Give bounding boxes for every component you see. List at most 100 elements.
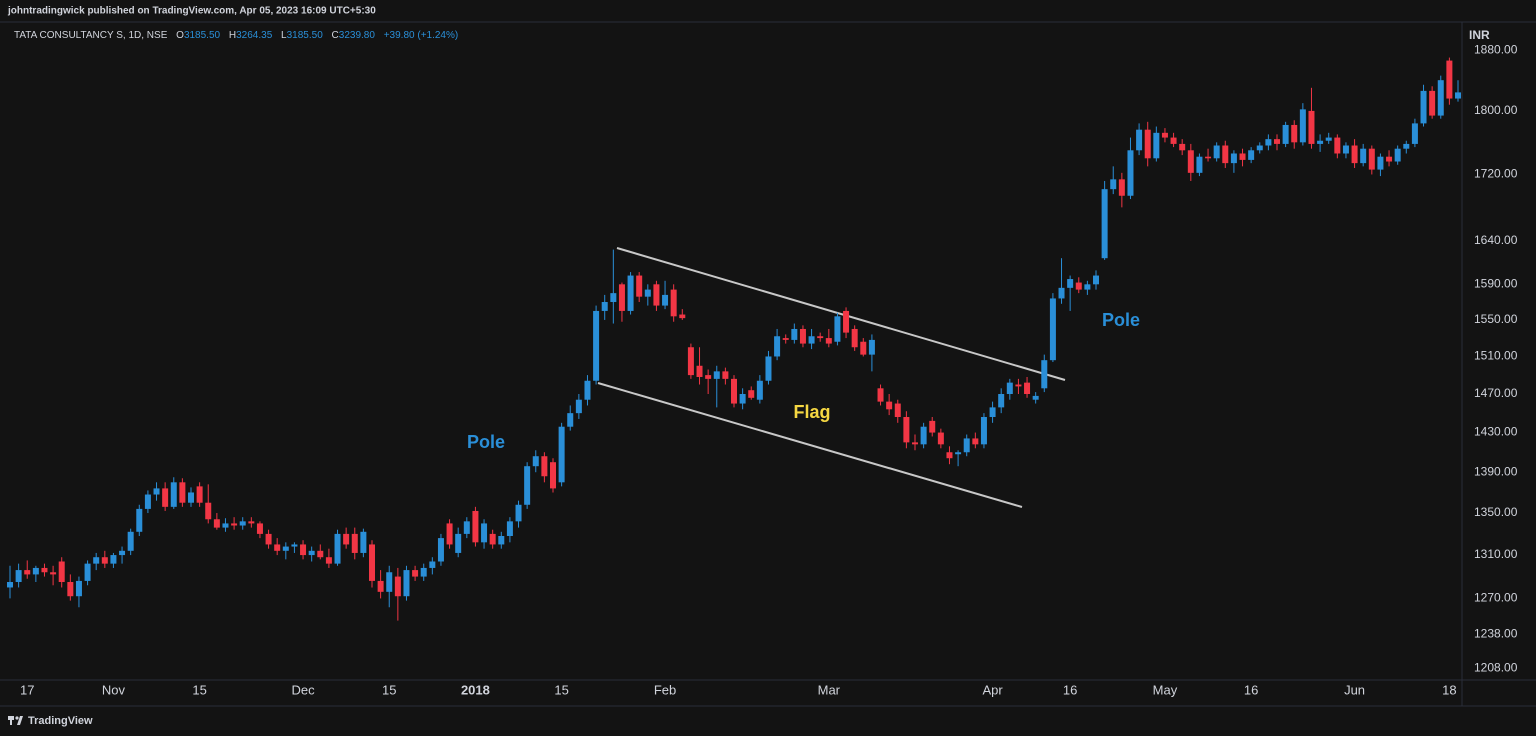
change-value: +39.80 (+1.24%) (384, 30, 459, 41)
candle-body (282, 546, 289, 551)
candle-body (196, 486, 203, 503)
x-tick-label: Nov (102, 682, 126, 697)
candle-body (119, 550, 126, 556)
candle-body (239, 521, 246, 526)
candle-body (541, 456, 548, 477)
candle-body (351, 533, 358, 553)
candle-body (110, 555, 117, 564)
candle-body (799, 328, 806, 344)
candle-body (170, 482, 177, 507)
annotation-flag: Flag (793, 402, 830, 422)
brand-logo (8, 716, 23, 725)
candle-body (300, 544, 307, 556)
candle-body (1213, 145, 1220, 159)
x-tick-label: Mar (818, 682, 841, 697)
candle-body (1067, 279, 1074, 288)
candle-body (1411, 123, 1418, 144)
o-label: O (176, 30, 184, 41)
x-tick-label: 15 (382, 682, 396, 697)
y-tick-label: 1350.00 (1474, 505, 1518, 519)
candle-body (980, 417, 987, 445)
candle-body (7, 582, 13, 588)
candle-body (377, 580, 384, 592)
x-tick-label: 15 (554, 682, 568, 697)
candle-body (532, 456, 539, 467)
candle-body (963, 438, 970, 453)
candle-body (782, 338, 789, 340)
candle-body (1196, 156, 1203, 173)
candle-body (394, 576, 401, 597)
candles (7, 57, 1461, 621)
candle-body (360, 531, 367, 553)
candle-body (851, 328, 858, 348)
candle-body (653, 284, 660, 306)
candle-body (929, 420, 936, 433)
candle-body (67, 582, 74, 597)
candle-body (687, 347, 694, 376)
y-tick-label: 1310.00 (1474, 547, 1518, 561)
candle-body (1386, 156, 1393, 162)
candle-body (1170, 137, 1177, 144)
candle-body (868, 339, 875, 355)
candle-body (1429, 90, 1436, 116)
candle-body (188, 492, 194, 503)
candle-body (808, 336, 815, 344)
x-tick-label: 18 (1442, 682, 1456, 697)
candle-body (1265, 139, 1272, 146)
candle-body (877, 388, 884, 402)
candle-body (912, 442, 918, 445)
annotation-pole: Pole (1102, 310, 1140, 330)
candle-body (644, 289, 651, 297)
candle-body (756, 380, 763, 400)
candle-body (989, 407, 996, 418)
candle-body (1274, 139, 1280, 144)
candle-body (429, 561, 436, 568)
trend-line-upper (616, 247, 1066, 381)
candle-body (403, 570, 410, 597)
candle-body (222, 523, 229, 528)
y-tick-label: 1590.00 (1474, 276, 1518, 290)
candle-body (834, 316, 841, 342)
candle-body (679, 314, 686, 319)
candle-body (58, 561, 65, 583)
candle-body (705, 375, 712, 379)
candle-body (1187, 150, 1194, 173)
candle-body (1256, 145, 1263, 151)
candle-body (386, 572, 393, 592)
candle-body (213, 519, 220, 528)
candle-body (437, 538, 444, 562)
candle-body (670, 289, 677, 317)
candle-body (1308, 110, 1315, 144)
candle-body (722, 371, 729, 379)
candle-body (696, 365, 703, 377)
candle-body (515, 504, 522, 522)
candle-body (1049, 298, 1056, 361)
candle-body (317, 550, 324, 558)
candle-body (136, 508, 143, 532)
candle-body (472, 510, 479, 543)
candle-body (817, 336, 824, 339)
candle-body (558, 426, 565, 483)
candle-body (1239, 153, 1246, 160)
candle-body (886, 401, 893, 410)
candle-body (1446, 60, 1453, 99)
candle-body (791, 328, 798, 340)
candle-body (179, 482, 186, 503)
candle-body (50, 572, 57, 575)
candle-body (1299, 109, 1306, 143)
candle-body (32, 567, 39, 575)
candle-body (1161, 132, 1168, 138)
y-tick-label: 1510.00 (1474, 349, 1518, 363)
candle-body (713, 371, 720, 379)
candle-body (1006, 382, 1013, 394)
candle-body (1179, 143, 1186, 151)
y-tick-label: 1208.00 (1474, 661, 1518, 675)
candle-body (24, 570, 31, 575)
candle-body (593, 310, 600, 381)
candle-body (739, 393, 746, 404)
candle-body (291, 544, 298, 547)
y-tick-label: 1470.00 (1474, 386, 1518, 400)
candle-body (584, 380, 591, 400)
candle-body (937, 432, 944, 445)
candle-body (1084, 284, 1091, 290)
